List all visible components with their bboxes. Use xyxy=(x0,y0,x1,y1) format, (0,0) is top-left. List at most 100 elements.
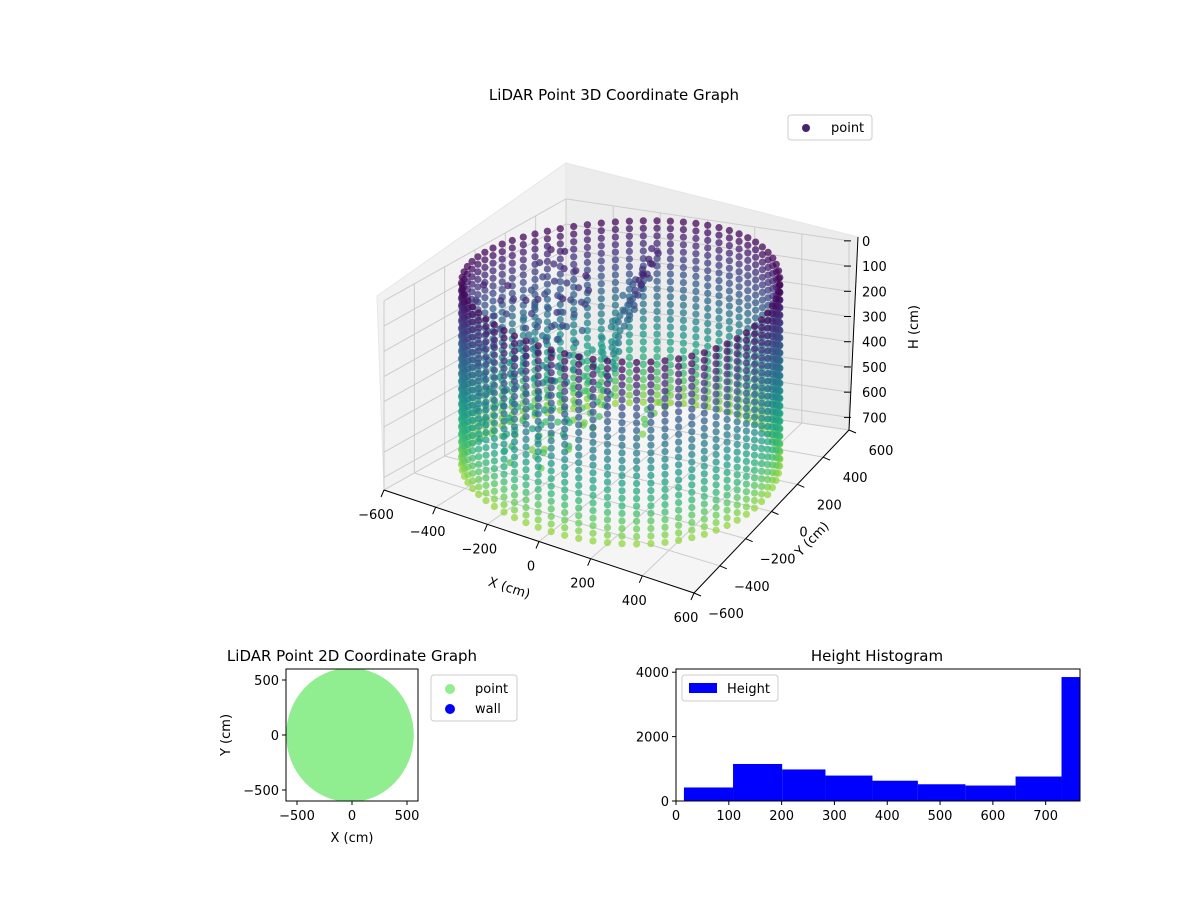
point-marker xyxy=(619,291,627,299)
point-marker xyxy=(626,297,634,305)
point-marker xyxy=(469,326,477,334)
point-marker xyxy=(583,311,592,320)
point-marker xyxy=(723,378,731,386)
point-marker xyxy=(520,314,528,322)
point-marker xyxy=(547,391,555,399)
point-marker xyxy=(598,334,606,342)
point-marker xyxy=(534,357,542,365)
point-marker xyxy=(561,365,569,373)
point-marker xyxy=(534,417,542,425)
point-marker xyxy=(534,364,542,373)
point-marker xyxy=(688,367,696,375)
point-marker xyxy=(547,512,555,521)
point-marker xyxy=(704,251,712,260)
point-marker xyxy=(639,247,647,255)
point-marker xyxy=(469,386,477,394)
point-marker xyxy=(764,468,772,476)
point-marker xyxy=(534,455,542,463)
point-marker xyxy=(611,263,620,271)
point-marker xyxy=(666,255,675,263)
point-marker xyxy=(653,300,661,308)
point-marker xyxy=(744,317,752,325)
point-marker xyxy=(594,381,603,389)
point-marker xyxy=(625,384,634,392)
point-marker xyxy=(633,434,641,442)
point-marker xyxy=(742,389,751,397)
point-marker xyxy=(500,493,508,501)
point-marker xyxy=(750,504,759,512)
point-marker xyxy=(614,339,623,347)
point-marker xyxy=(561,508,569,517)
point-marker xyxy=(575,534,583,543)
point-marker xyxy=(531,245,539,253)
point-marker xyxy=(688,443,696,451)
point-marker xyxy=(742,435,751,443)
point-marker xyxy=(589,476,597,484)
point-marker xyxy=(553,335,561,344)
point-marker xyxy=(490,472,498,480)
point-marker xyxy=(481,248,489,256)
point-marker xyxy=(723,476,731,484)
point-marker xyxy=(500,448,508,456)
point-marker xyxy=(661,463,669,471)
point-marker xyxy=(490,502,498,510)
point-marker xyxy=(712,511,720,519)
point-marker xyxy=(692,318,700,326)
x-tick-label: 600 xyxy=(674,611,699,626)
point-marker xyxy=(607,323,615,331)
point-marker xyxy=(750,398,759,406)
point-marker xyxy=(543,265,552,273)
point-marker xyxy=(735,290,743,298)
point-marker xyxy=(639,383,647,391)
point-marker xyxy=(561,524,569,532)
point-marker xyxy=(475,309,483,317)
point-marker xyxy=(482,368,490,376)
point-marker xyxy=(547,399,555,407)
point-marker xyxy=(625,368,634,377)
point-marker xyxy=(618,532,626,540)
point-marker xyxy=(675,408,683,416)
scatter3d-ylabel: Y (cm) xyxy=(792,519,833,560)
point-marker xyxy=(519,278,527,287)
point-marker xyxy=(647,411,655,419)
point-marker xyxy=(603,508,612,516)
point-marker xyxy=(692,250,700,258)
point-marker xyxy=(700,409,708,417)
point-marker xyxy=(575,466,583,474)
point-marker xyxy=(675,400,683,408)
point-marker xyxy=(715,307,723,315)
point-marker xyxy=(641,420,650,428)
point-marker xyxy=(675,491,683,499)
point-marker xyxy=(679,331,688,340)
x-tick-label: 200 xyxy=(769,809,794,824)
point-marker xyxy=(589,514,597,522)
point-marker xyxy=(482,428,490,437)
point-marker xyxy=(723,461,731,469)
point-marker xyxy=(633,510,641,518)
point-marker xyxy=(508,252,516,260)
point-marker xyxy=(653,323,661,331)
point-marker xyxy=(522,413,530,421)
point-marker xyxy=(764,415,772,423)
point-marker xyxy=(715,284,723,292)
point-marker xyxy=(735,298,743,306)
point-marker xyxy=(758,460,766,468)
point-marker xyxy=(561,387,569,396)
point-marker xyxy=(475,430,483,438)
point-marker xyxy=(704,282,712,290)
point-marker xyxy=(712,526,720,534)
point-marker xyxy=(633,479,641,488)
point-marker xyxy=(534,433,542,441)
point-marker xyxy=(647,532,655,540)
point-marker xyxy=(666,240,675,248)
point-marker xyxy=(725,272,734,280)
z-tick-label: 500 xyxy=(862,361,887,376)
point-marker xyxy=(575,474,583,482)
point-marker xyxy=(528,446,536,454)
point-marker xyxy=(688,526,696,534)
point-marker xyxy=(500,410,508,418)
y-tick-mark xyxy=(693,592,702,597)
point-marker xyxy=(603,365,612,373)
point-marker xyxy=(561,440,569,449)
point-marker xyxy=(758,251,767,259)
